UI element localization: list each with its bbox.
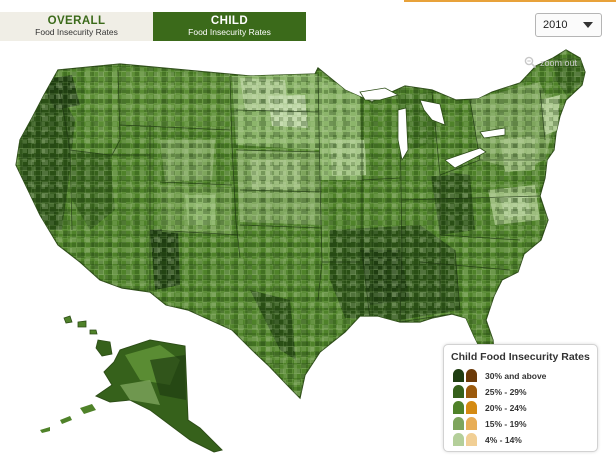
top-accent-line bbox=[404, 0, 616, 2]
legend-swatch-orange bbox=[466, 433, 477, 446]
legend-swatch-orange bbox=[466, 385, 477, 398]
legend-swatch-green bbox=[453, 385, 464, 398]
legend-item: 25% - 29% bbox=[453, 385, 527, 398]
legend-swatch-green bbox=[453, 433, 464, 446]
legend-swatch-orange bbox=[466, 401, 477, 414]
magnifier-icon bbox=[524, 56, 537, 69]
zoom-out-label: zoom out bbox=[540, 57, 578, 68]
legend-label: 30% and above bbox=[485, 370, 547, 381]
tab-overall-subtitle: Food Insecurity Rates bbox=[35, 27, 118, 37]
zoom-out-button[interactable]: zoom out bbox=[524, 56, 577, 69]
legend-title: Child Food Insecurity Rates bbox=[451, 351, 590, 363]
year-select[interactable]: 2010 bbox=[535, 13, 602, 37]
legend-swatch-green bbox=[453, 369, 464, 382]
legend-item: 20% - 24% bbox=[453, 401, 527, 414]
alaska[interactable] bbox=[40, 339, 223, 453]
legend-swatch-green bbox=[453, 401, 464, 414]
tab-child[interactable]: CHILD Food Insecurity Rates bbox=[153, 12, 306, 41]
chevron-down-icon bbox=[583, 22, 593, 28]
tab-child-subtitle: Food Insecurity Rates bbox=[188, 27, 271, 37]
legend-item: 15% - 19% bbox=[453, 417, 527, 430]
tab-overall[interactable]: OVERALL Food Insecurity Rates bbox=[0, 12, 153, 41]
legend-label: 15% - 19% bbox=[485, 418, 527, 429]
rate-type-tabs: OVERALL Food Insecurity Rates CHILD Food… bbox=[0, 12, 306, 41]
legend-label: 20% - 24% bbox=[485, 402, 527, 413]
year-select-value: 2010 bbox=[543, 19, 568, 31]
legend-swatch-orange bbox=[466, 369, 477, 382]
legend-swatch-orange bbox=[466, 417, 477, 430]
legend-item: 30% and above bbox=[453, 369, 546, 382]
tab-overall-title: OVERALL bbox=[47, 15, 106, 27]
legend-swatch-green bbox=[453, 417, 464, 430]
legend-label: 25% - 29% bbox=[485, 386, 527, 397]
legend-label: 4% - 14% bbox=[485, 434, 522, 445]
tab-child-title: CHILD bbox=[210, 15, 249, 27]
legend-item: 4% - 14% bbox=[453, 433, 522, 446]
map-legend: Child Food Insecurity Rates 30% and abov… bbox=[443, 344, 598, 452]
hawaii[interactable] bbox=[63, 315, 113, 357]
